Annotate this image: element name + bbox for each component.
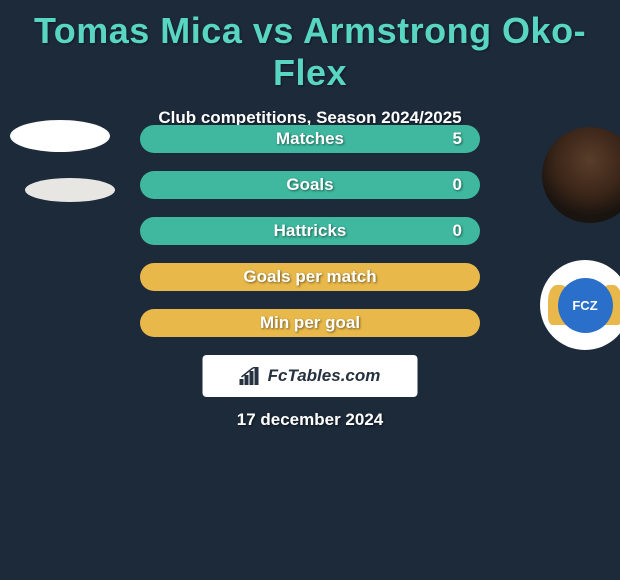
player1-club-placeholder xyxy=(25,178,115,202)
player1-avatar-placeholder xyxy=(10,120,110,152)
bar-matches: Matches 5 xyxy=(140,125,480,153)
player2-club-badge: FCZ xyxy=(540,260,620,350)
date-text: 17 december 2024 xyxy=(237,410,384,430)
player2-avatar xyxy=(540,125,620,225)
chart-icon xyxy=(240,367,262,385)
bar-value: 0 xyxy=(453,221,462,241)
bar-hattricks: Hattricks 0 xyxy=(140,217,480,245)
watermark: FcTables.com xyxy=(203,355,418,397)
bar-label: Hattricks xyxy=(274,221,347,241)
bar-value: 5 xyxy=(453,129,462,149)
bar-goals: Goals 0 xyxy=(140,171,480,199)
bar-label: Goals per match xyxy=(243,267,376,287)
page-title: Tomas Mica vs Armstrong Oko-Flex xyxy=(0,0,620,94)
stats-bars: Matches 5 Goals 0 Hattricks 0 Goals per … xyxy=(140,125,480,355)
club-badge-text: FCZ xyxy=(572,298,597,313)
bar-label: Goals xyxy=(286,175,333,195)
watermark-text: FcTables.com xyxy=(268,366,381,386)
bar-goals-per-match: Goals per match xyxy=(140,263,480,291)
bar-label: Matches xyxy=(276,129,344,149)
bar-min-per-goal: Min per goal xyxy=(140,309,480,337)
bar-label: Min per goal xyxy=(260,313,360,333)
bar-value: 0 xyxy=(453,175,462,195)
